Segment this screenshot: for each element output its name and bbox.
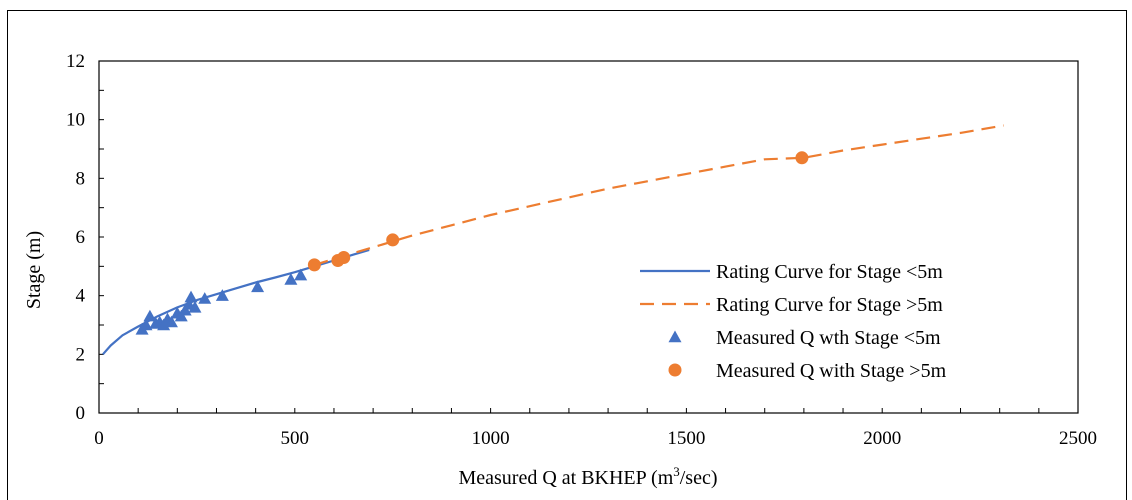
chart-frame: [7, 10, 1127, 500]
y-tick-label: 6: [76, 227, 86, 248]
data-point-circle: [337, 251, 351, 265]
y-tick-label: 10: [66, 110, 85, 131]
y-tick-label: 2: [76, 344, 86, 365]
axes: 0 2 4 6 8 10 12 0 500 1000 1500 2000 2500: [66, 51, 1097, 449]
x-tick-label: 1000: [472, 428, 510, 449]
data-point-circle: [795, 151, 809, 165]
legend-label: Rating Curve for Stage <5m: [716, 261, 943, 283]
y-tick-label: 0: [76, 403, 86, 424]
x-tick-label: 2000: [863, 428, 901, 449]
legend-circle-swatch: [668, 363, 682, 377]
series-line: [314, 124, 1004, 266]
series-line: [102, 248, 370, 356]
x-axis-title: Measured Q at BKHEP (m3/sec): [458, 464, 717, 489]
legend: Rating Curve for Stage <5m Rating Curve f…: [640, 261, 947, 382]
y-tick-label: 8: [76, 168, 86, 189]
data-point-triangle: [294, 268, 308, 281]
legend-label: Measured Q with Stage >5m: [716, 360, 947, 382]
data-point-triangle: [284, 273, 298, 285]
data-point-triangle: [139, 318, 153, 331]
x-tick-label: 1500: [667, 428, 705, 449]
x-tick-label: 0: [94, 428, 104, 449]
data-point-triangle: [188, 300, 202, 313]
y-axis-title: Stage (m): [23, 231, 45, 309]
data-point-triangle: [143, 309, 157, 322]
data-point-triangle: [198, 292, 212, 304]
legend-triangle-swatch: [668, 330, 682, 343]
data-point-triangle: [178, 303, 192, 316]
data-point-triangle: [157, 318, 171, 331]
data-point-circle: [386, 233, 400, 247]
data-point-circle: [307, 258, 321, 272]
legend-label: Measured Q wth Stage <5m: [716, 327, 941, 349]
data-point-triangle: [184, 290, 198, 303]
data-point-triangle: [174, 309, 188, 322]
legend-label: Rating Curve for Stage >5m: [716, 294, 943, 316]
y-tick-label: 12: [66, 51, 85, 72]
data-point-triangle: [251, 280, 265, 293]
y-tick-label: 4: [76, 286, 86, 307]
plot-series: [102, 124, 1004, 356]
x-tick-label: 2500: [1059, 428, 1097, 449]
data-point-triangle: [215, 289, 229, 301]
data-point-triangle: [164, 315, 178, 328]
x-tick-label: 500: [281, 428, 310, 449]
